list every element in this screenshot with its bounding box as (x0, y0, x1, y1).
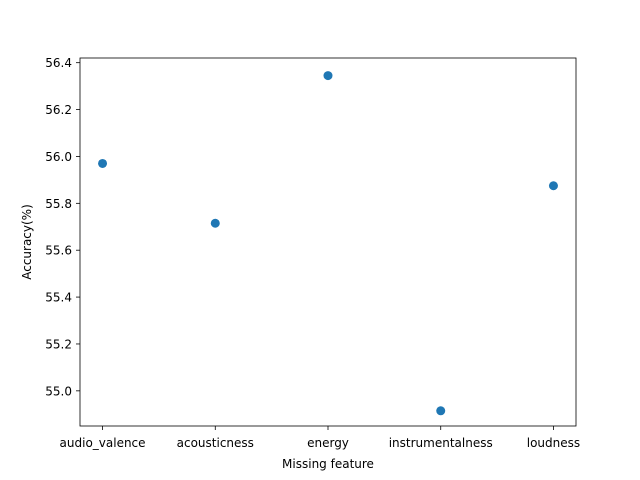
y-tick-label: 55.8 (45, 197, 72, 211)
x-tick-label: audio_valence (60, 436, 146, 450)
x-axis-ticks: audio_valence acousticness energy instrumen… (60, 426, 580, 450)
data-points (98, 71, 558, 416)
y-tick-label: 55.2 (45, 337, 72, 351)
x-tick-label: acousticness (177, 436, 254, 450)
data-point-audio-valence (98, 158, 108, 168)
plot-frame (79, 57, 577, 427)
data-point-acousticness (210, 218, 220, 228)
y-axis-ticks: 55.0 55.2 55.4 55.6 55.8 56.0 56.2 56.4 (45, 56, 80, 398)
plot-area (80, 58, 576, 426)
y-tick-label: 55.6 (45, 244, 72, 258)
x-tick-label: loudness (527, 436, 580, 450)
data-point-instrumentalness (436, 406, 446, 416)
y-tick-label: 55.4 (45, 291, 72, 305)
y-axis-label: Accuracy(%) (20, 204, 34, 280)
y-tick-label: 56.0 (45, 150, 72, 164)
x-tick-label: instrumentalness (389, 436, 493, 450)
x-axis-label: Missing feature (282, 457, 374, 471)
data-point-energy (323, 71, 333, 81)
y-tick-label: 55.0 (45, 384, 72, 398)
y-tick-label: 56.4 (45, 56, 72, 70)
y-tick-label: 56.2 (45, 103, 72, 117)
x-tick-label: energy (307, 436, 349, 450)
data-point-loudness (548, 181, 558, 191)
